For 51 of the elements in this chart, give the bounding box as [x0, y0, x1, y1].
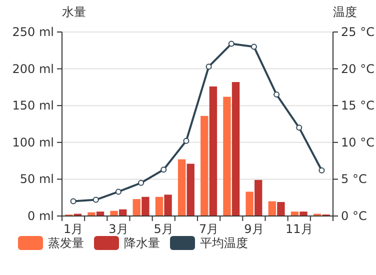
point: [183, 138, 190, 144]
bar: [300, 212, 308, 216]
bar: [223, 96, 231, 216]
x-tick-label: 5月: [154, 222, 174, 236]
bar: [209, 86, 218, 216]
y2-tick-label: 0 °C: [341, 209, 367, 223]
x-tick-label: 3月: [108, 222, 128, 236]
y2-tick-label: 5 °C: [341, 172, 367, 186]
point: [250, 44, 257, 50]
point: [228, 40, 234, 47]
x-tick-label: 7月: [198, 222, 219, 236]
point: [296, 124, 302, 131]
y-tick-label: 150 ml: [12, 98, 54, 113]
bar: [110, 210, 118, 216]
legend-label: 平均温度: [200, 236, 248, 250]
bar: [246, 192, 254, 216]
y2-axis-title: 温度: [333, 5, 357, 19]
bar: [132, 199, 140, 216]
y-tick-label: 0 ml: [28, 209, 54, 223]
bar: [186, 164, 194, 216]
y2-tick-label: 10 °C: [341, 135, 374, 150]
legend-label: 蒸发量: [48, 236, 84, 250]
legend-label: 降水量: [124, 236, 160, 250]
x-tick-label: 11月: [285, 222, 313, 236]
x-tick-label: 1月: [63, 222, 84, 236]
bar: [142, 196, 150, 216]
point: [318, 167, 325, 174]
y2-tick-label: 25 °C: [341, 25, 374, 39]
bar: [164, 194, 172, 216]
y-tick-label: 100 ml: [12, 135, 54, 150]
bar: [155, 196, 164, 216]
point: [160, 166, 167, 173]
y-tick-label: 200 ml: [12, 62, 54, 76]
bar: [277, 202, 285, 216]
bar: [200, 116, 208, 216]
y2-tick-label: 15 °C: [341, 98, 374, 113]
x-tick-label: 9月: [244, 222, 264, 236]
y2-tick-label: 20 °C: [341, 62, 374, 76]
point: [138, 180, 144, 186]
bar: [232, 82, 240, 216]
y-axis-title: 水量: [62, 5, 86, 19]
point: [115, 188, 122, 195]
y-tick-label: 50 ml: [20, 172, 54, 186]
point: [274, 92, 280, 98]
point: [206, 64, 212, 70]
bar: [254, 180, 262, 216]
bar: [178, 159, 186, 216]
y-tick-label: 250 ml: [12, 25, 54, 39]
bar: [268, 201, 276, 216]
point: [92, 196, 99, 203]
point: [70, 198, 76, 204]
